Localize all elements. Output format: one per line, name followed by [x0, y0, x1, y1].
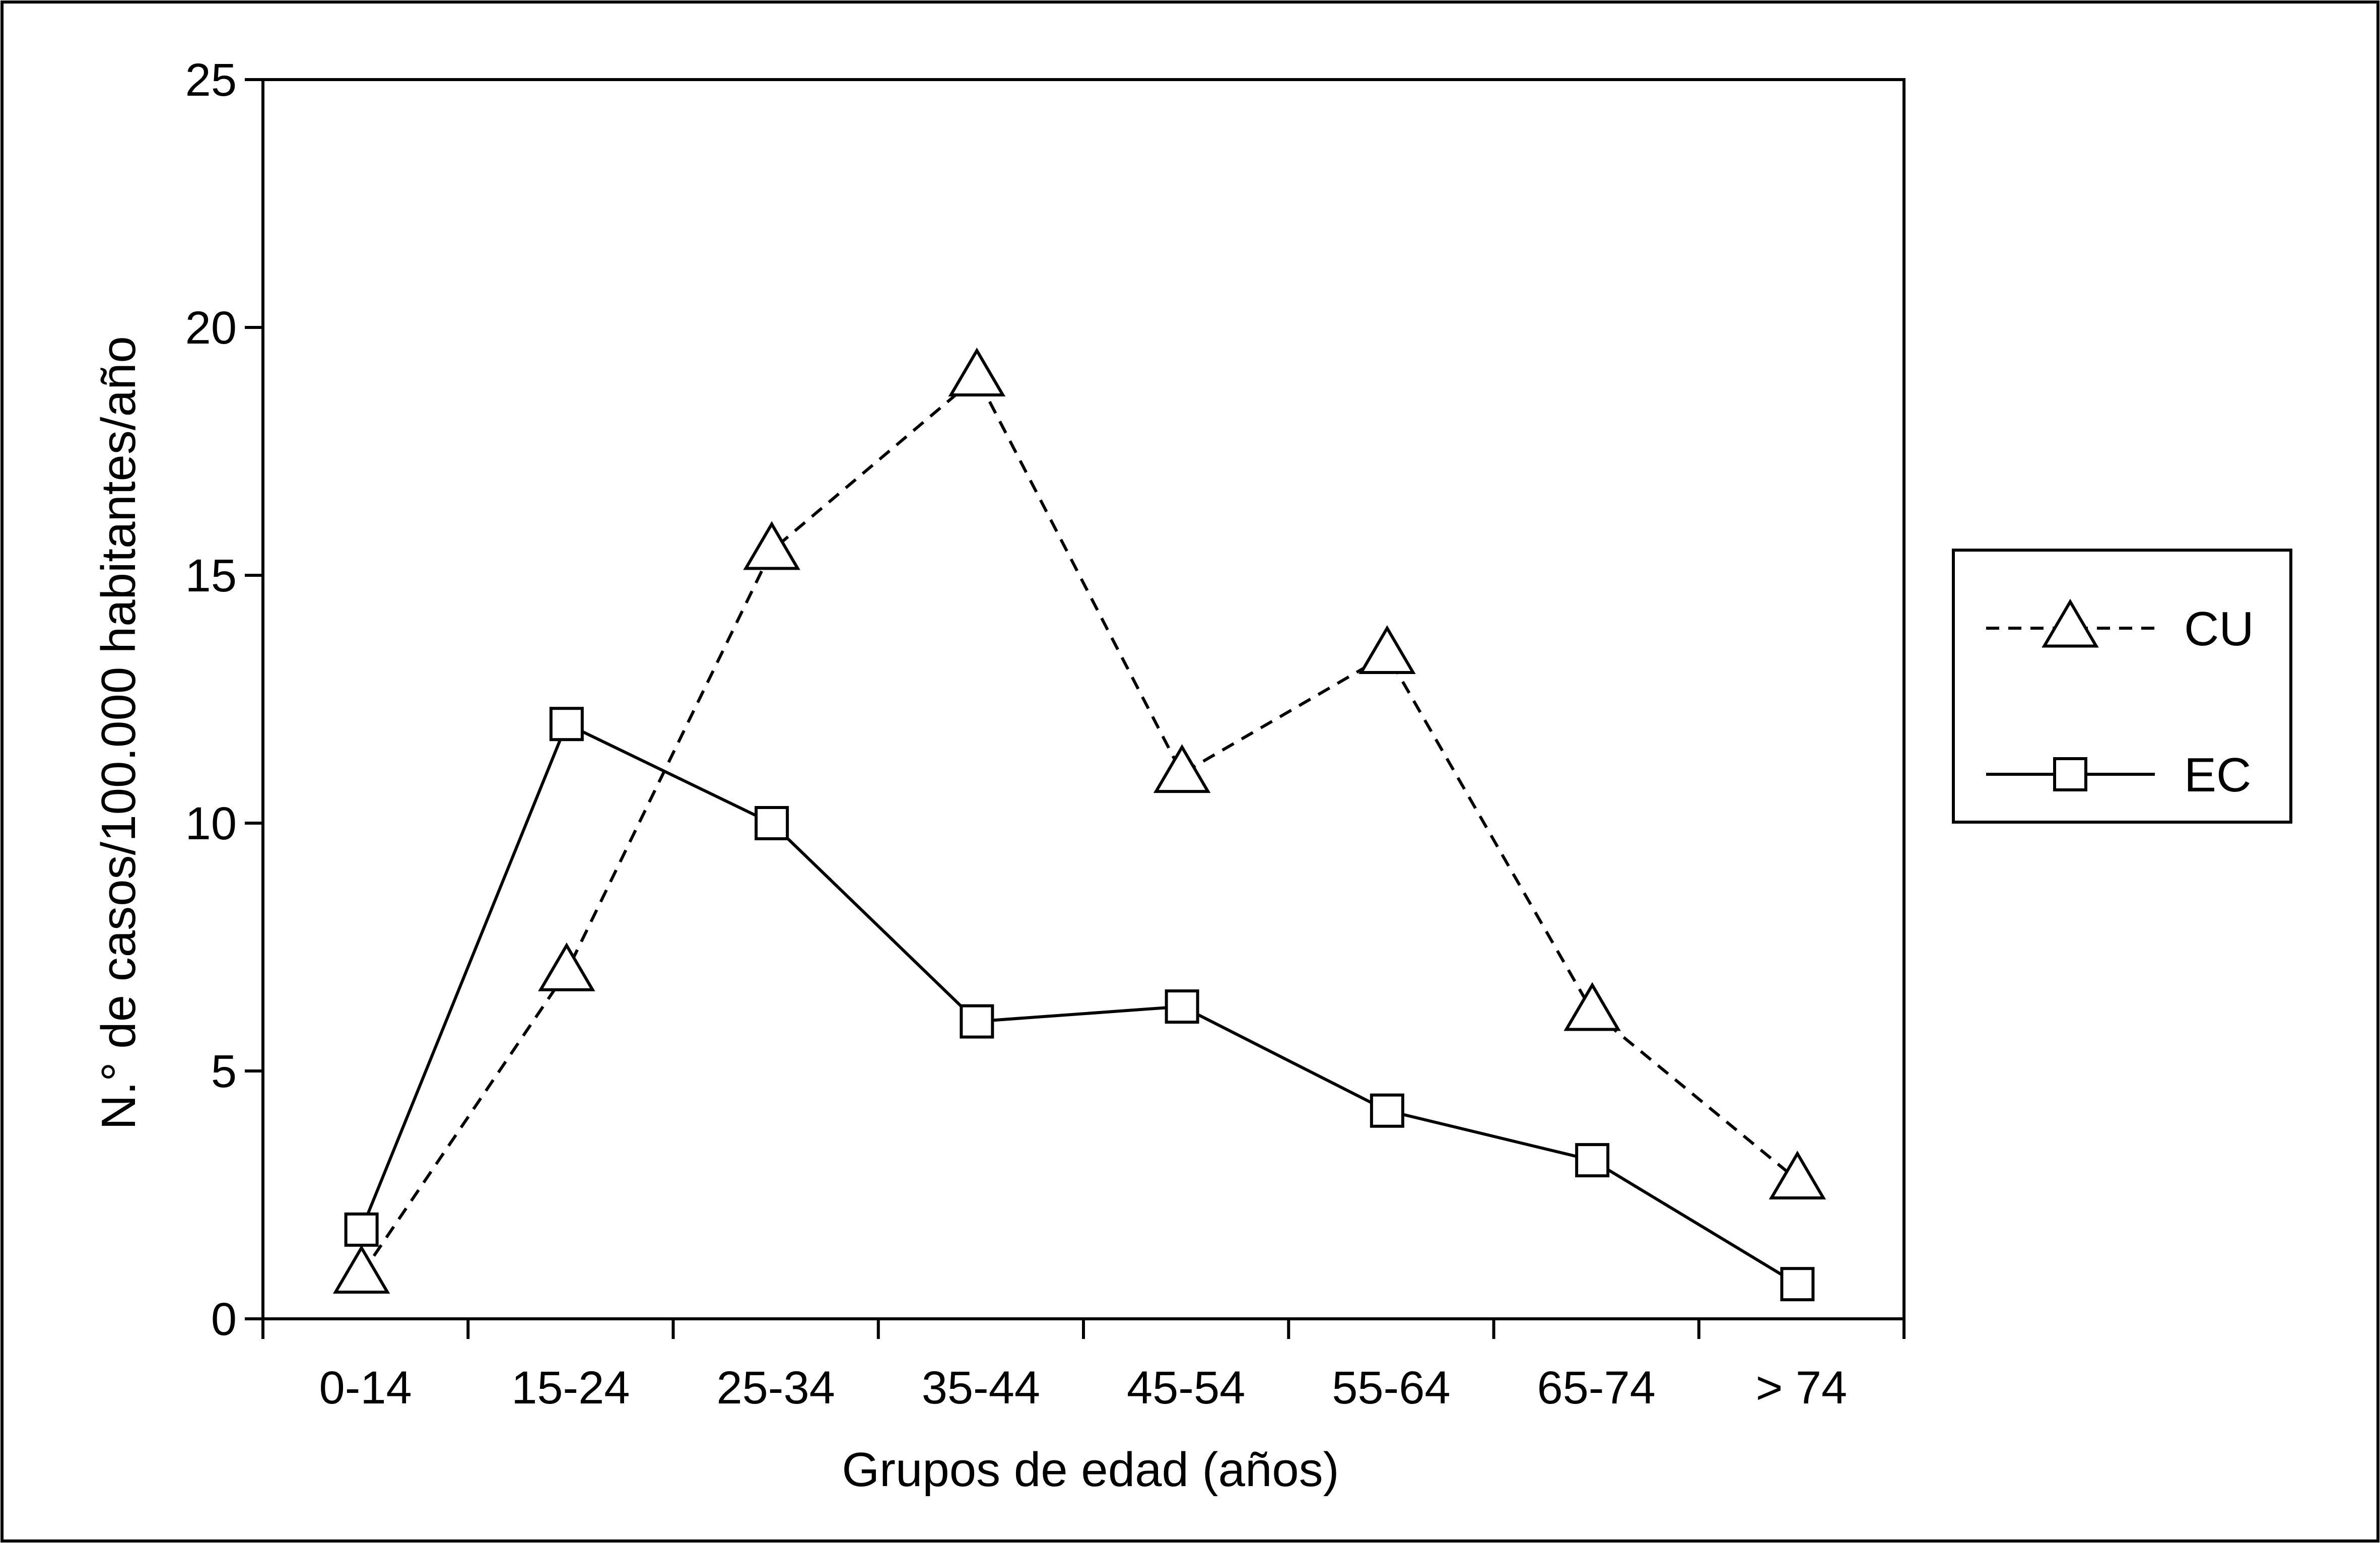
- y-tick-label: 15: [185, 550, 237, 601]
- y-axis-title: N.° de casos/100.000 habitantes/año: [92, 336, 146, 1130]
- legend-marker-cu: [2042, 598, 2099, 648]
- data-point-ec: [549, 707, 584, 742]
- series-line-ec: [360, 722, 1798, 1286]
- data-point-ec: [1370, 1093, 1404, 1128]
- data-point-cu: [1358, 625, 1416, 674]
- data-point-cu: [1769, 1151, 1826, 1200]
- data-point-cu: [1563, 982, 1621, 1031]
- series-line-cu: [360, 374, 1799, 1276]
- data-point-ec: [755, 806, 789, 840]
- data-point-ec: [960, 1004, 994, 1039]
- x-tick-label: 45-54: [1127, 1362, 1245, 1414]
- plot-area: 0 5 10 15 20 25 0-14 15-24 25-34 35-44 45-54 55-64 6…: [185, 54, 1906, 1414]
- legend-label-ec: EC: [2184, 748, 2251, 802]
- x-tick-label: 35-44: [922, 1362, 1040, 1414]
- data-point-ec: [1165, 989, 1199, 1024]
- x-tick-label: 65-74: [1537, 1362, 1655, 1414]
- series-layer: [332, 347, 1826, 1302]
- data-point-cu: [948, 347, 1006, 396]
- x-tick-label: > 74: [1756, 1362, 1848, 1414]
- y-tick-label: 5: [211, 1046, 237, 1097]
- x-tick-label: 55-64: [1332, 1362, 1450, 1414]
- data-point-ec: [1780, 1267, 1815, 1302]
- y-tick-label: 25: [185, 54, 237, 106]
- x-tick-label: 0-14: [319, 1362, 412, 1414]
- data-point-cu: [332, 1245, 390, 1294]
- y-tick-label: 0: [211, 1294, 237, 1345]
- data-point-cu: [1153, 744, 1211, 793]
- legend: CU EC: [1952, 549, 2292, 824]
- data-point-ec: [344, 1212, 379, 1247]
- x-axis-title: Grupos de edad (años): [842, 1443, 1339, 1497]
- y-tick-label: 20: [185, 302, 237, 354]
- data-point-cu: [538, 942, 595, 991]
- data-point-cu: [743, 521, 800, 570]
- y-tick-label: 10: [185, 798, 237, 849]
- data-point-ec: [1575, 1143, 1610, 1178]
- legend-marker-ec: [2053, 757, 2087, 791]
- x-tick-label: 25-34: [716, 1362, 835, 1414]
- x-tick-label: 15-24: [511, 1362, 630, 1414]
- legend-label-cu: CU: [2184, 602, 2254, 656]
- legend-box: [1952, 549, 2292, 824]
